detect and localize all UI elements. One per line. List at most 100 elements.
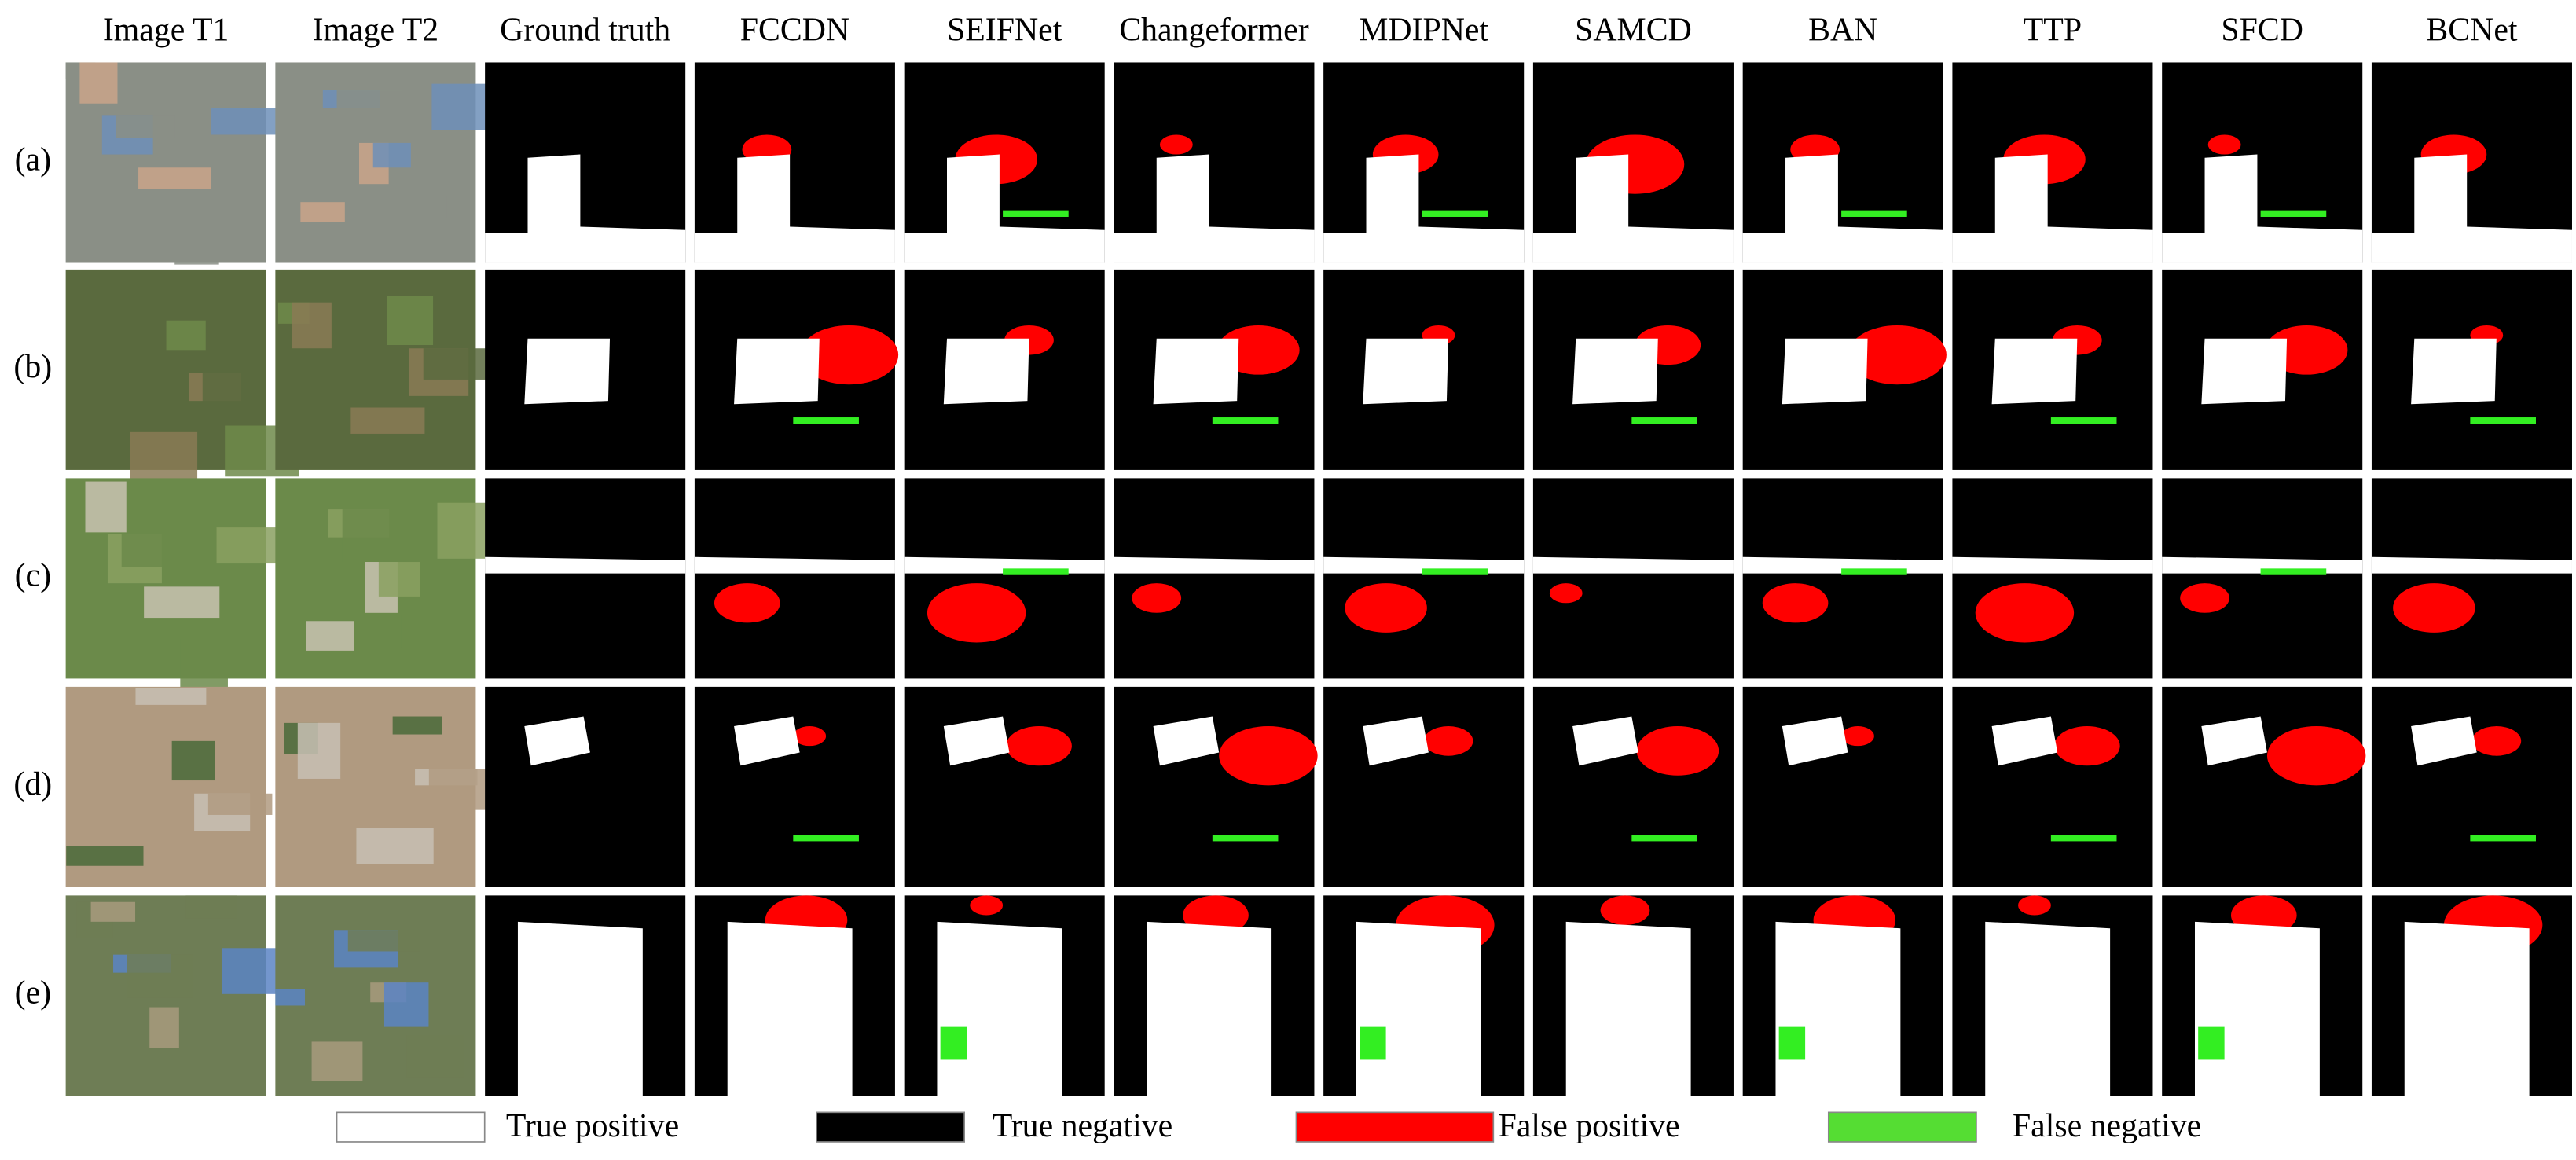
image-patch — [297, 722, 341, 779]
cell — [485, 269, 686, 470]
map-bg — [1952, 478, 2153, 679]
false-positive — [1423, 726, 1473, 756]
true-positive — [1114, 154, 1315, 263]
image-patch — [347, 930, 420, 952]
image-patch — [135, 688, 207, 705]
true-positive — [1356, 921, 1481, 1096]
column-header: TTP — [2024, 12, 2082, 48]
cell — [485, 62, 686, 263]
map-bg — [1742, 478, 1943, 679]
image-patch — [180, 639, 228, 694]
true-positive — [485, 154, 686, 263]
cell — [1532, 269, 1734, 470]
column-header: BAN — [1808, 12, 1877, 48]
image-patch — [85, 481, 127, 533]
true-positive — [1985, 921, 2111, 1096]
false-negative — [2050, 835, 2117, 842]
column-header: SFCD — [2221, 12, 2303, 48]
false-negative — [1212, 417, 1279, 424]
image-patch — [79, 62, 118, 104]
false-negative — [940, 1026, 967, 1060]
false-positive — [970, 895, 1004, 916]
true-positive — [485, 556, 686, 574]
true-positive — [1952, 556, 2153, 574]
map-bg — [1323, 686, 1525, 887]
false-negative — [1360, 1026, 1386, 1060]
cell — [275, 478, 513, 679]
true-positive — [1991, 338, 2078, 405]
cell — [1323, 895, 1525, 1096]
map-bg — [485, 686, 686, 887]
cell — [1742, 686, 1943, 887]
column-header: Ground truth — [500, 12, 670, 48]
cell — [904, 62, 1105, 263]
cell — [65, 478, 286, 694]
legend-label: True negative — [993, 1108, 1172, 1144]
cell — [2371, 269, 2572, 470]
map-bg — [2371, 478, 2572, 679]
false-positive — [793, 726, 827, 747]
image-patch — [395, 195, 447, 219]
image-patch — [207, 793, 273, 815]
false-positive — [2471, 726, 2522, 756]
false-negative — [793, 417, 859, 424]
image-patch — [121, 534, 185, 567]
image-patch — [350, 407, 425, 434]
image-patch — [306, 621, 354, 651]
cell — [1114, 269, 1315, 470]
true-positive — [1323, 154, 1525, 263]
false-positive — [1841, 726, 1874, 747]
cell — [904, 478, 1105, 679]
cell — [1742, 478, 1943, 679]
cell — [1114, 686, 1318, 887]
image-patch — [275, 989, 306, 1006]
map-bg — [1532, 686, 1734, 887]
map-bg — [1952, 686, 2153, 887]
true-positive — [1532, 154, 1734, 263]
cell — [485, 686, 686, 887]
cell — [1323, 478, 1525, 679]
cell — [694, 62, 895, 263]
cell — [1114, 62, 1315, 263]
false-positive — [1762, 583, 1829, 623]
false-negative — [1212, 835, 1279, 842]
false-positive — [1975, 583, 2075, 643]
image-patch — [342, 509, 412, 563]
map-bg — [1114, 478, 1315, 679]
true-positive — [2371, 154, 2572, 263]
false-negative — [2260, 568, 2327, 575]
false-negative — [1003, 210, 1069, 217]
image-patch — [378, 562, 420, 597]
false-negative — [1841, 568, 1907, 575]
image-patch — [406, 1035, 464, 1078]
true-positive — [2201, 716, 2267, 766]
row-label: (b) — [13, 349, 52, 385]
legend-label: False positive — [1499, 1108, 1680, 1144]
cell — [2371, 478, 2572, 679]
cell — [2162, 478, 2363, 679]
image-patch — [336, 90, 403, 134]
true-positive — [1782, 716, 1848, 766]
cell — [694, 895, 895, 1096]
image-patch — [356, 828, 434, 864]
true-positive — [1572, 338, 1658, 405]
false-positive — [714, 583, 780, 623]
image-patch — [94, 379, 140, 405]
cell — [275, 62, 505, 263]
true-positive — [524, 716, 590, 766]
true-positive — [1991, 716, 2058, 766]
image-patch — [423, 348, 491, 380]
true-positive — [1363, 338, 1449, 405]
image-patch — [149, 1007, 179, 1048]
column-header: MDIPNet — [1359, 12, 1488, 48]
map-bg — [904, 686, 1105, 887]
false-negative — [1841, 210, 1907, 217]
cell — [1532, 686, 1734, 887]
legend-swatch — [336, 1111, 486, 1143]
image-patch — [311, 1041, 363, 1081]
map-bg — [485, 478, 686, 679]
cell — [1952, 62, 2153, 263]
cell — [1742, 895, 1943, 1096]
true-positive — [1532, 556, 1734, 574]
